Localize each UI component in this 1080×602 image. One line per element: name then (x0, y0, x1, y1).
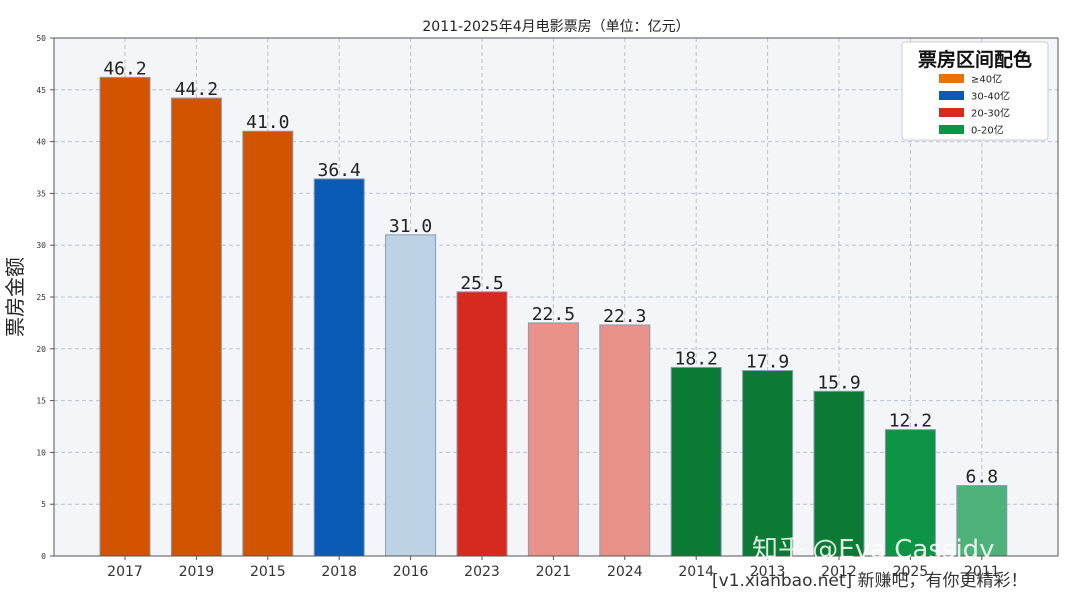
legend-swatch (939, 74, 964, 83)
legend-swatch (939, 108, 964, 117)
bar-2017 (99, 76, 151, 557)
watermark-site: [v1.xianbao.net] 新赚吧，有你更精彩！ (712, 571, 1028, 591)
data-labels: 46.2 44.2 41.0 36.4 31.0 25.5 22.5 22.3 18.2 17.9… (103, 58, 998, 487)
bar-2019 (170, 97, 222, 557)
x-tick-label-2018: 2018 (321, 564, 357, 580)
x-tick-label-2011: 2011 (964, 564, 1000, 580)
data-label-2023: 25.5 (460, 273, 503, 294)
bar-2021 (527, 322, 579, 557)
x-tick-label-2015: 2015 (250, 564, 286, 580)
watermark-author: 知乎 @Eva Cassidy (752, 535, 995, 565)
x-axis-ticks: 2017 2019 2015 2018 2016 2023 2021 2024 2014 2013… (107, 556, 1000, 580)
x-tick-label-2019: 2019 (179, 564, 215, 580)
x-tick-label-2013: 2013 (750, 564, 786, 580)
y-axis-label: 票房金额 (3, 257, 27, 337)
y-tick-label: 20 (36, 345, 46, 354)
y-tick-label: 0 (41, 552, 46, 561)
data-label-2011: 6.8 (966, 467, 999, 488)
x-tick-label-2023: 2023 (464, 564, 500, 580)
x-tick-label-2021: 2021 (536, 564, 572, 580)
data-label-2017: 46.2 (103, 58, 146, 79)
legend-entry-label: 0-20亿 (971, 124, 1004, 137)
data-label-2025: 12.2 (889, 411, 932, 432)
x-tick-label-2025: 2025 (893, 564, 929, 580)
y-tick-label: 25 (36, 293, 46, 302)
legend-entry-label: 30-40亿 (971, 90, 1010, 103)
chart-title: 2011-2025年4月电影票房（单位：亿元） (422, 19, 689, 35)
data-label-2021: 22.5 (532, 304, 575, 325)
legend-swatch (939, 91, 964, 100)
data-label-2019: 44.2 (175, 79, 218, 100)
data-label-2012: 15.9 (817, 372, 860, 393)
bars (99, 76, 1008, 557)
data-label-2014: 18.2 (675, 348, 718, 369)
bar-2011 (956, 485, 1008, 557)
legend-swatch (939, 125, 964, 134)
legend-box (901, 41, 1049, 141)
x-tick-label-2012: 2012 (821, 564, 857, 580)
bar-2023 (456, 291, 508, 557)
x-tick-label-2016: 2016 (393, 564, 429, 580)
data-label-2013: 17.9 (746, 352, 789, 373)
legend-entry-label: ≥40亿 (971, 73, 1002, 86)
data-label-2024: 22.3 (603, 306, 646, 327)
bar-2018 (313, 178, 365, 557)
bar-2014 (670, 366, 722, 557)
y-tick-label: 10 (36, 448, 46, 457)
legend-entry-label: 20-30亿 (971, 107, 1010, 120)
bar-2013 (742, 370, 794, 557)
legend-entries: ≥40亿 30-40亿 20-30亿 0-20亿 (939, 73, 1010, 137)
y-tick-label: 35 (36, 189, 46, 198)
x-tick-label-2017: 2017 (107, 564, 143, 580)
y-tick-label: 40 (36, 138, 46, 147)
y-tick-label: 50 (36, 34, 46, 43)
y-axis-ticks: 0 5 10 15 20 25 30 35 40 45 50 (36, 34, 54, 561)
x-tick-label-2024: 2024 (607, 564, 643, 580)
legend: 票房区间配色 ≥40亿 30-40亿 20-30亿 0-20亿 (901, 41, 1049, 141)
watermark: 知乎 @Eva Cassidy [v1.xianbao.net] 新赚吧，有你更… (712, 535, 1028, 591)
bar-2015 (242, 130, 294, 557)
bar-2016 (385, 234, 437, 557)
bar-2012 (813, 390, 865, 557)
legend-title: 票房区间配色 (918, 48, 1032, 71)
bar-2025 (884, 429, 936, 557)
bar-2024 (599, 324, 651, 557)
y-tick-label: 45 (36, 86, 46, 95)
y-tick-label: 30 (36, 241, 46, 250)
data-label-2016: 31.0 (389, 216, 432, 237)
data-label-2015: 41.0 (246, 112, 289, 133)
x-tick-label-2014: 2014 (678, 564, 714, 580)
y-tick-label: 15 (36, 397, 46, 406)
y-tick-label: 5 (41, 500, 46, 509)
data-label-2018: 36.4 (318, 160, 361, 181)
